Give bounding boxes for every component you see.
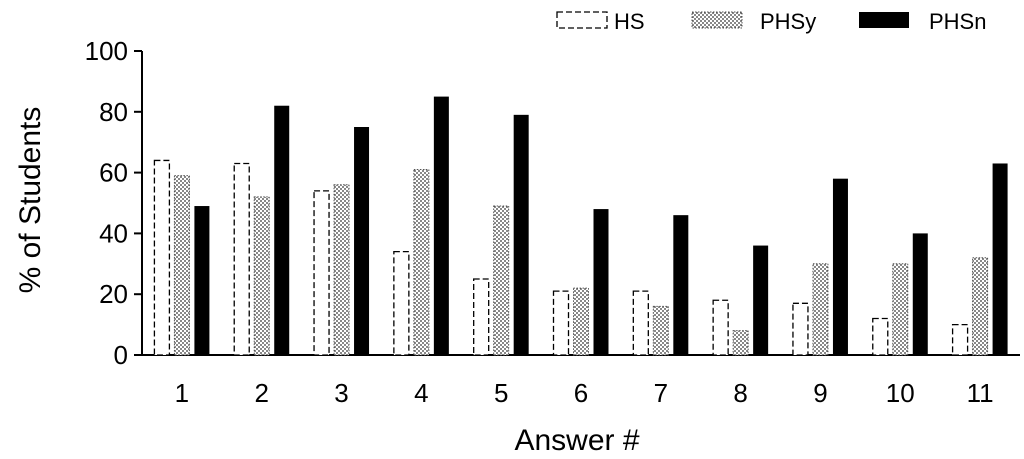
y-tick-label: 20: [99, 279, 128, 309]
x-tick-label: 4: [414, 378, 428, 408]
bar-hs-8: [712, 299, 729, 356]
bar-hs-6: [552, 290, 570, 356]
bar-phsn-10: [912, 233, 928, 355]
x-tick-label: 1: [175, 378, 189, 408]
bar-phsy-2: [253, 196, 270, 356]
bar-hs-5: [473, 278, 490, 356]
bar-phsn-11: [992, 163, 1008, 355]
x-tick-label: 2: [254, 378, 268, 408]
y-tick-label: 0: [114, 340, 128, 370]
bar-hs-10: [872, 317, 889, 356]
y-tick-label: 100: [85, 36, 128, 66]
legend: HS PHSy PHSn: [556, 9, 986, 34]
legend-swatch-hs: [556, 11, 608, 29]
bar-phsn-1: [194, 206, 210, 355]
x-tick-label: 7: [654, 378, 668, 408]
bars: [153, 96, 1008, 356]
x-tick-label: 10: [886, 378, 915, 408]
bar-phsn-2: [274, 105, 290, 355]
bar-phsn-6: [593, 209, 609, 355]
bar-hs-4: [393, 250, 410, 356]
y-tick-label: 40: [99, 218, 128, 248]
x-tick-label: 3: [334, 378, 348, 408]
bar-phsy-6: [573, 287, 589, 356]
bar-phsn-9: [832, 178, 848, 355]
legend-swatch-phsy: [691, 11, 743, 29]
bar-phsy-9: [812, 263, 829, 356]
bar-phsn-3: [354, 127, 370, 355]
bar-hs-3: [313, 190, 330, 356]
bar-hs-7: [632, 290, 649, 356]
legend-swatch-phsn: [859, 12, 909, 28]
legend-label-phsn: PHSn: [929, 9, 986, 34]
bar-phsn-8: [753, 245, 769, 355]
x-tick-label: 8: [733, 378, 747, 408]
x-tick-label: 5: [494, 378, 508, 408]
bar-phsy-10: [892, 263, 909, 356]
bar-phsy-3: [333, 184, 350, 356]
bar-phsy-1: [173, 175, 190, 356]
bar-hs-1: [153, 159, 171, 356]
bar-hs-11: [951, 323, 969, 356]
bar-phsy-11: [972, 257, 989, 356]
bar-hs-2: [233, 162, 250, 356]
bar-phsn-4: [433, 96, 449, 355]
y-tick-label: 80: [99, 97, 128, 127]
bar-phsn-5: [513, 114, 529, 355]
x-axis-title: Answer #: [514, 424, 639, 457]
bar-phsy-8: [732, 330, 749, 356]
x-tick-label: 9: [813, 378, 827, 408]
x-tick-label: 11: [967, 378, 994, 408]
bar-phsn-7: [673, 215, 689, 355]
legend-label-hs: HS: [614, 9, 645, 34]
y-axis-title: % of Students: [14, 107, 47, 294]
y-tick-label: 60: [99, 158, 128, 188]
bar-phsy-5: [493, 205, 510, 356]
legend-label-phsy: PHSy: [760, 9, 816, 34]
tick-labels: 0 20 40 60 80 100 1 2 3 4 5 6 7 8 9 10 11: [85, 36, 994, 408]
bar-phsy-4: [413, 169, 430, 356]
bar-phsy-7: [652, 305, 669, 356]
x-tick-label: 6: [574, 378, 588, 408]
bar-hs-9: [792, 302, 809, 356]
